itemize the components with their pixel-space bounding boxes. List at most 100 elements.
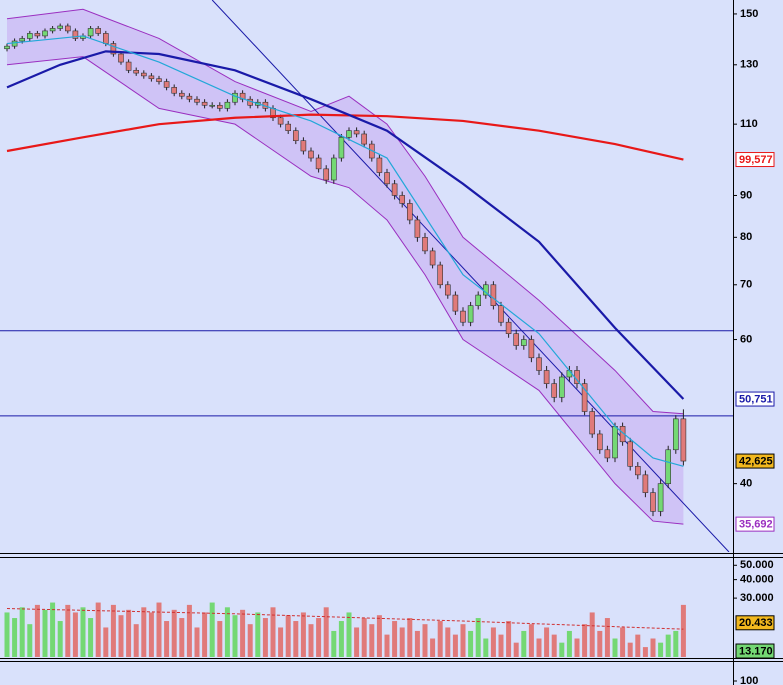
volume-bar	[156, 602, 162, 657]
volume-bar	[346, 612, 352, 657]
candle-body	[551, 383, 558, 398]
candle-body	[422, 237, 428, 252]
candle-body	[110, 43, 117, 55]
candle-body	[513, 333, 520, 346]
candle-body	[217, 104, 223, 109]
price-tag: 35,692	[739, 519, 773, 531]
volume-bar	[316, 618, 322, 657]
volume-bar	[217, 621, 223, 657]
candle-body	[179, 92, 185, 97]
volume-bar	[164, 621, 170, 657]
lower-tick-label: 100	[740, 675, 758, 685]
candle-body	[460, 310, 466, 323]
volume-bar	[650, 638, 656, 657]
volume-bar	[574, 638, 580, 657]
candle-body	[604, 449, 611, 459]
volume-bar	[665, 634, 671, 657]
candle-body	[163, 81, 170, 88]
volume-bar	[300, 612, 306, 657]
volume-bar	[468, 630, 474, 657]
price-tag-box	[735, 453, 775, 469]
volume-bar	[354, 627, 360, 657]
volume-bar	[126, 609, 132, 657]
volume-bar	[430, 638, 436, 657]
candle-body	[498, 305, 504, 323]
volume-bar	[42, 609, 48, 657]
volume-bar	[498, 634, 504, 657]
candle-body	[589, 411, 596, 435]
price-tag: 50,751	[739, 393, 773, 405]
volume-bar	[95, 602, 101, 657]
candle-body	[581, 383, 588, 412]
bollinger-upper	[6, 8, 684, 415]
candle-body	[627, 441, 634, 467]
volume-bar	[338, 621, 344, 657]
candle-body	[330, 157, 337, 181]
candle-body	[49, 28, 56, 32]
volume-bar	[361, 618, 367, 657]
y-tick-label: 80	[740, 231, 752, 243]
price-tag-box	[735, 391, 775, 407]
candle-body	[34, 33, 41, 37]
candle-body	[353, 130, 360, 135]
volume-bar	[202, 612, 208, 657]
volume-tick-label: 50.000	[740, 559, 774, 571]
candle-body	[125, 61, 132, 71]
candle-body	[612, 426, 618, 459]
candle-body	[315, 157, 322, 170]
candle-body	[42, 30, 48, 37]
y-tick-label: 110	[740, 118, 758, 130]
candle-body	[300, 140, 307, 152]
candle-body	[118, 53, 124, 63]
volume-bar	[232, 615, 238, 657]
candle-body	[19, 38, 26, 42]
volume-bar	[141, 607, 147, 657]
candle-body	[133, 69, 139, 74]
candle-body	[232, 92, 238, 103]
volume-bar	[392, 621, 398, 657]
volume-bar	[544, 627, 550, 657]
price-tag-box	[735, 152, 775, 168]
volume-bar	[240, 609, 246, 657]
candle-body	[475, 294, 482, 306]
candle-body	[87, 28, 94, 37]
volume-bar	[384, 634, 390, 657]
candle-body	[406, 203, 413, 221]
volume-bar	[551, 634, 557, 657]
candle-body	[57, 25, 64, 29]
volume-bar	[194, 627, 200, 657]
volume-bar	[179, 618, 185, 657]
volume-bar	[445, 627, 451, 657]
candle-body	[437, 264, 444, 286]
volume-bar	[80, 607, 86, 657]
volume-bar	[604, 618, 610, 657]
volume-bar	[475, 618, 481, 657]
candle-body	[536, 357, 542, 371]
volume-bar	[72, 612, 78, 657]
candle-body	[103, 33, 109, 44]
volume-bar	[323, 607, 329, 657]
volume-bar	[88, 618, 94, 657]
candle-body	[277, 117, 284, 125]
volume-bar	[376, 615, 382, 657]
volume-tag-box	[735, 643, 775, 659]
candle-body	[665, 449, 672, 484]
candle-body	[376, 157, 383, 173]
bollinger-lower	[6, 56, 684, 525]
volume-tick-label: 40.000	[740, 574, 774, 586]
volume-bar	[407, 618, 413, 657]
candle-body	[384, 172, 390, 185]
volume-bar	[27, 624, 33, 657]
candle-body	[414, 219, 421, 238]
candle-body	[338, 137, 345, 159]
candle-body	[201, 101, 208, 106]
volume-bar	[209, 602, 215, 657]
candle-body	[156, 78, 162, 82]
y-tick-label: 60	[740, 333, 752, 345]
candle-body	[467, 305, 474, 323]
candle-body	[308, 150, 314, 159]
volume-bar	[612, 638, 618, 657]
volume-bar	[285, 615, 291, 657]
candle-body	[285, 123, 292, 131]
volume-bar	[513, 642, 519, 657]
